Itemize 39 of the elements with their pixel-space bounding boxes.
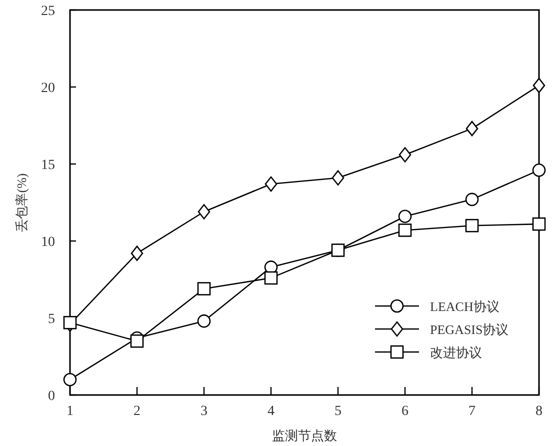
- point: [465, 218, 479, 232]
- x-tick-label: 6: [402, 404, 408, 419]
- point: [63, 316, 77, 330]
- x-tick-label: 2: [134, 404, 140, 419]
- point: [465, 192, 479, 206]
- point: [198, 204, 210, 220]
- point: [532, 164, 546, 177]
- x-tick-label: 8: [536, 404, 542, 419]
- ylabel: 丢包率(%): [14, 173, 29, 232]
- point: [63, 372, 77, 386]
- x-tick-label: 3: [200, 404, 208, 419]
- x-tick-label: 1: [66, 404, 74, 419]
- point: [130, 246, 144, 261]
- legend-label: LEACH协议: [430, 299, 500, 314]
- point: [466, 120, 478, 136]
- point: [398, 224, 412, 237]
- x-tick-label: 4: [268, 404, 274, 419]
- point: [197, 282, 211, 296]
- point: [398, 210, 412, 224]
- y-tick-label: 25: [41, 4, 55, 19]
- y-tick-label: 0: [48, 389, 55, 404]
- y-tick-label: 20: [41, 81, 55, 96]
- x-tick-label: 7: [468, 404, 476, 419]
- point: [197, 314, 211, 328]
- point: [332, 170, 344, 186]
- point: [532, 78, 546, 94]
- point: [532, 217, 546, 231]
- legend-label: PEGASIS协议: [430, 322, 509, 337]
- point: [130, 334, 144, 348]
- y-tick-label: 5: [48, 312, 55, 327]
- y-tick-label: 10: [41, 235, 55, 250]
- point: [331, 244, 345, 257]
- point: [264, 176, 278, 192]
- point: [264, 271, 278, 285]
- legend-label: 改进协议: [430, 345, 482, 360]
- xlabel: 监测节点数: [272, 428, 337, 443]
- y-tick-label: 15: [41, 158, 55, 173]
- point: [398, 147, 412, 162]
- x-tick-label: 5: [334, 404, 342, 419]
